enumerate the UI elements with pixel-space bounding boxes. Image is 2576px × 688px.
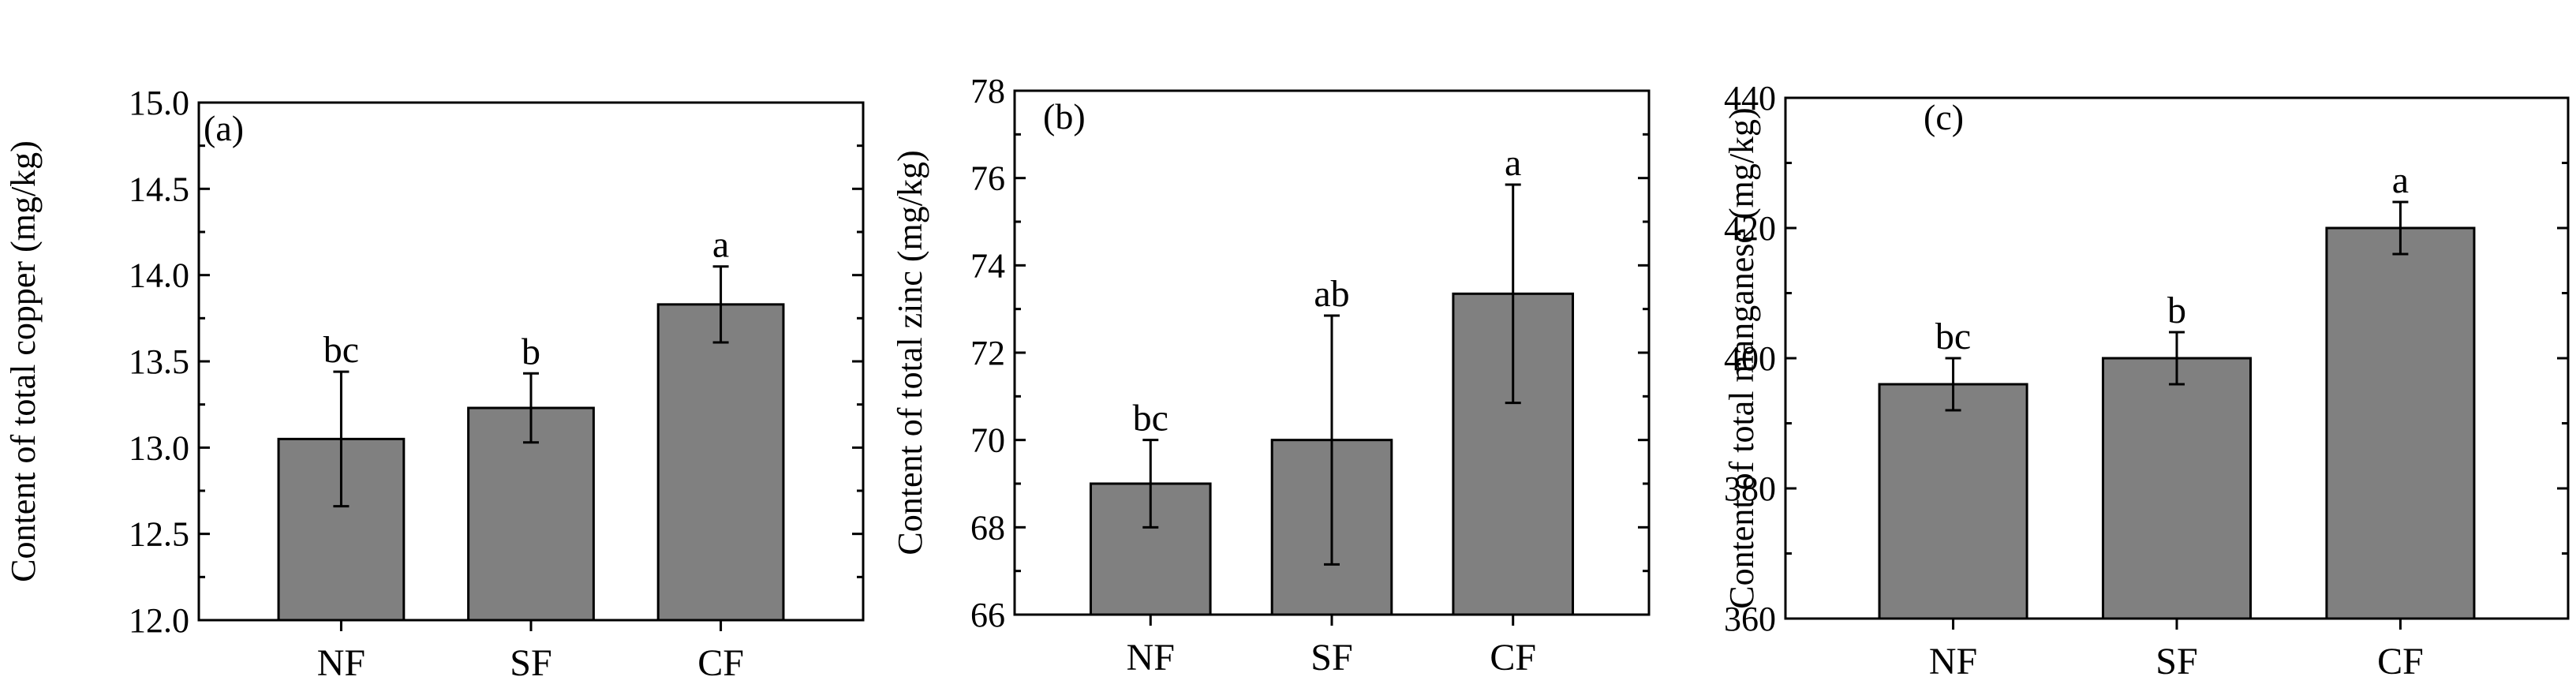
y-tick-label: 400 <box>1724 339 1776 378</box>
x-tick-label: SF <box>2155 641 2197 682</box>
bar-nf <box>1878 383 2028 620</box>
significance-label: b <box>522 331 540 372</box>
significance-label: a <box>2392 159 2409 201</box>
x-tick-label: NF <box>317 642 365 684</box>
panel-label: (c) <box>1924 97 1964 137</box>
y-tick-label: 70 <box>970 421 1005 460</box>
significance-label: bc <box>323 329 359 371</box>
bar-sf <box>2101 357 2253 620</box>
y-tick-label: 68 <box>970 508 1005 547</box>
x-tick-label: NF <box>1929 641 1977 682</box>
y-tick-label: 360 <box>1724 600 1776 638</box>
y-tick-label: 440 <box>1724 79 1776 118</box>
plot-frame <box>1784 96 2570 620</box>
x-tick-label: CF <box>2377 641 2424 682</box>
y-tick-label: 12.5 <box>129 515 189 554</box>
x-tick-label: SF <box>510 642 551 684</box>
chart-panel-1: bc NF b SF a CF 12.0 12.5 13.0 13.5 14.0 14.5 15.0 Co… <box>4 84 865 684</box>
x-tick-label: CF <box>697 642 744 684</box>
y-tick-label: 14.0 <box>129 256 189 295</box>
significance-label: bc <box>1133 398 1168 439</box>
y-axis-title: Content of total manganese (mg/kg) <box>1722 107 1761 608</box>
y-tick-label: 74 <box>970 246 1005 285</box>
significance-label: a <box>1505 142 1521 184</box>
bar-cf <box>2325 226 2476 620</box>
y-tick-label: 420 <box>1724 209 1776 248</box>
x-tick-label: CF <box>1490 637 1536 679</box>
y-tick-label: 66 <box>970 596 1005 634</box>
x-tick-label: SF <box>1310 637 1352 679</box>
chart-panel-2: bc NF ab SF a CF 66 68 70 72 74 76 78 Content of tota… <box>891 72 1651 679</box>
y-tick-label: 78 <box>970 72 1005 110</box>
y-tick-label: 72 <box>970 334 1005 372</box>
y-tick-label: 13.5 <box>129 342 189 381</box>
y-tick-label: 76 <box>970 159 1005 198</box>
bar-cf <box>656 303 785 622</box>
significance-label: a <box>712 224 729 266</box>
panel-label: (a) <box>204 108 244 148</box>
panel-label: (b) <box>1043 96 1086 136</box>
plot-frame <box>197 101 865 622</box>
y-axis-title: Content of total zinc (mg/kg) <box>891 150 929 555</box>
y-tick-label: 12.0 <box>129 601 189 640</box>
significance-label: bc <box>1935 316 1971 357</box>
plot-frame <box>1013 89 1651 616</box>
y-tick-label: 15.0 <box>129 84 189 122</box>
x-tick-label: NF <box>1127 637 1175 679</box>
y-tick-label: 380 <box>1724 469 1776 508</box>
y-axis-title: Content of total copper (mg/kg) <box>4 140 43 582</box>
y-tick-label: 14.5 <box>129 170 189 208</box>
significance-label: ab <box>1314 273 1349 315</box>
significance-label: b <box>2167 290 2186 331</box>
y-tick-label: 13.0 <box>129 428 189 467</box>
